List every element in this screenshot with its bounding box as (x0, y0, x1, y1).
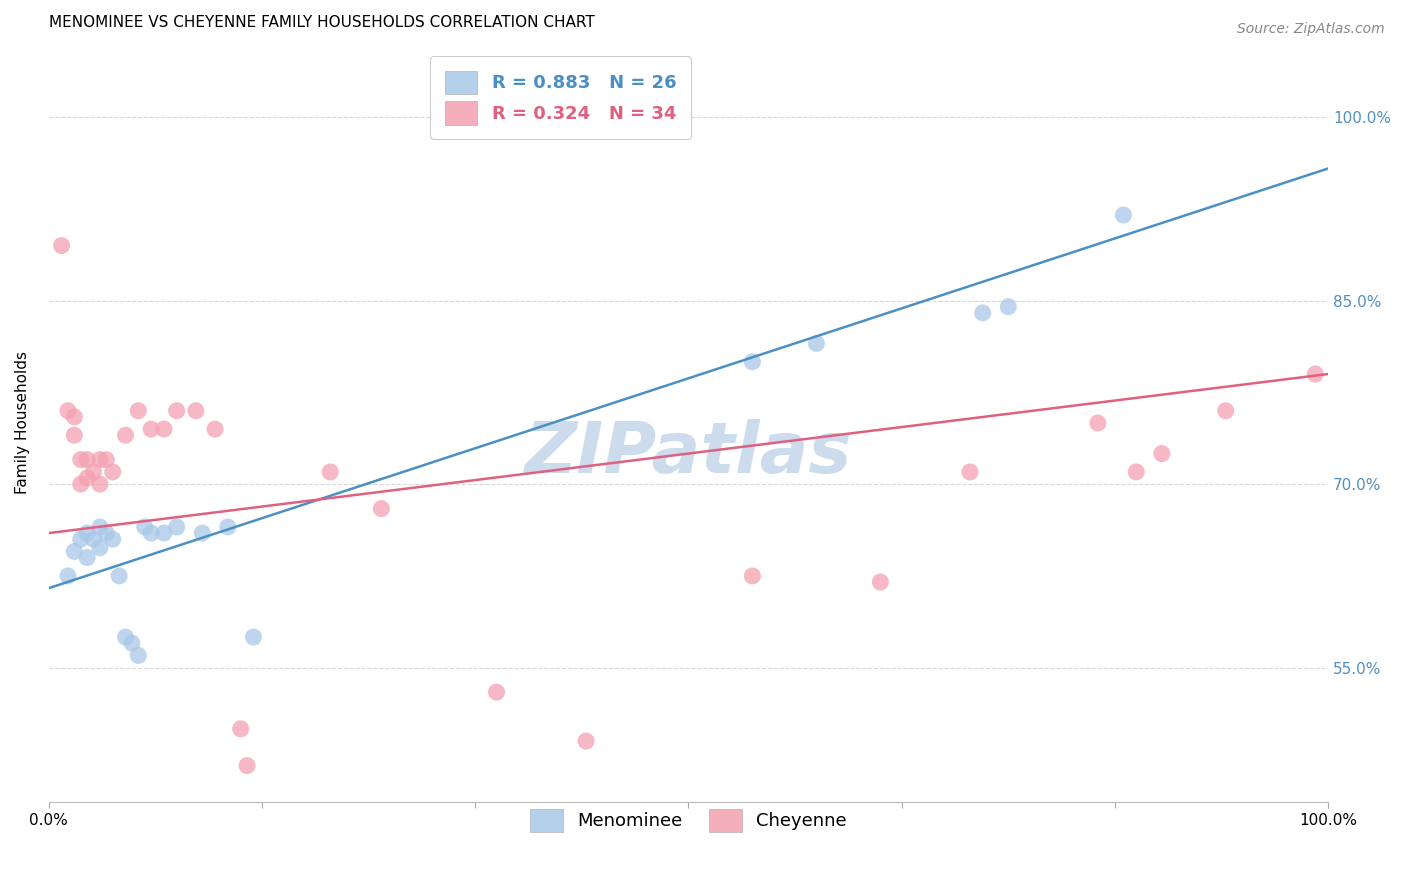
Text: ZIPatlas: ZIPatlas (524, 419, 852, 488)
Point (184, 403, 207, 417)
Point (83, 532, 105, 546)
Point (69, 532, 91, 546)
Point (972, 306, 994, 320)
Point (121, 636, 143, 650)
Point (1305, 367, 1327, 381)
Point (76, 526, 98, 541)
Point (236, 758, 259, 772)
Point (166, 520, 188, 534)
Point (153, 422, 176, 436)
Point (114, 630, 136, 644)
Point (69, 477, 91, 491)
Point (56, 569, 79, 583)
Point (89, 541, 111, 555)
Point (741, 355, 763, 369)
Point (1112, 208, 1135, 222)
Point (89, 477, 111, 491)
Point (217, 520, 239, 534)
Point (89, 520, 111, 534)
Point (806, 336, 828, 351)
Point (229, 722, 252, 736)
Point (166, 403, 188, 417)
Point (1087, 416, 1109, 430)
Point (89, 452, 111, 467)
Point (139, 526, 162, 541)
Point (1150, 446, 1173, 460)
Point (114, 428, 136, 442)
Legend: Menominee, Cheyenne: Menominee, Cheyenne (516, 794, 862, 847)
Point (96, 526, 118, 541)
Point (485, 685, 508, 699)
Point (108, 569, 131, 583)
Point (1215, 403, 1237, 417)
Y-axis label: Family Households: Family Households (15, 351, 30, 494)
Point (96, 452, 118, 467)
Point (83, 465, 105, 479)
Point (51, 238, 73, 252)
Point (63, 428, 86, 442)
Point (63, 409, 86, 424)
Point (76, 471, 98, 485)
Text: Source: ZipAtlas.com: Source: ZipAtlas.com (1237, 22, 1385, 37)
Point (56, 403, 79, 417)
Point (134, 520, 156, 534)
Point (101, 532, 124, 546)
Point (575, 734, 598, 748)
Point (997, 300, 1019, 314)
Point (319, 465, 342, 479)
Point (63, 544, 86, 558)
Point (76, 550, 98, 565)
Point (101, 465, 124, 479)
Point (959, 465, 981, 479)
Point (69, 452, 91, 467)
Point (204, 422, 226, 436)
Point (869, 574, 891, 589)
Text: MENOMINEE VS CHEYENNE FAMILY HOUSEHOLDS CORRELATION CHART: MENOMINEE VS CHEYENNE FAMILY HOUSEHOLDS … (49, 15, 595, 30)
Point (1125, 465, 1147, 479)
Point (76, 452, 98, 467)
Point (127, 648, 149, 663)
Point (370, 501, 392, 516)
Point (191, 526, 214, 541)
Point (741, 569, 763, 583)
Point (153, 526, 176, 541)
Point (139, 422, 162, 436)
Point (127, 403, 149, 417)
Point (242, 630, 264, 644)
